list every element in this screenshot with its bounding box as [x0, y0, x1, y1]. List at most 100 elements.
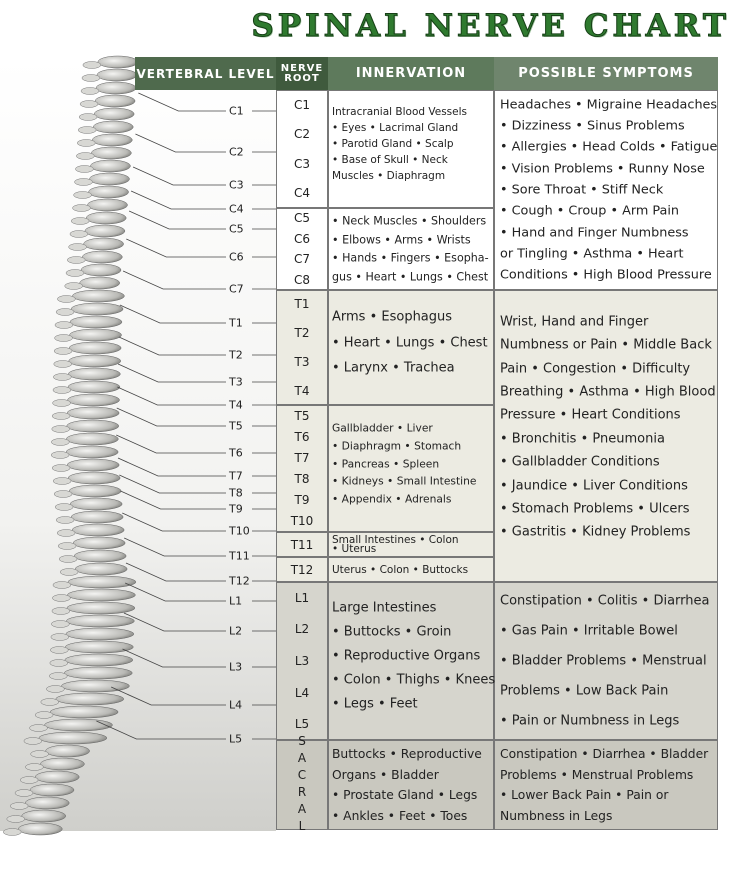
vertebra	[84, 224, 126, 238]
nerve-root: L5	[294, 717, 310, 732]
nerve-root: T4	[294, 383, 310, 398]
vertebra	[34, 770, 80, 784]
leader-line	[130, 190, 226, 210]
vertebra	[70, 302, 124, 316]
spinous-process	[52, 399, 71, 407]
vertebral-level-label: T5	[229, 419, 243, 433]
symptom-line: Constipation • Diarrhea • Bladder	[500, 747, 709, 762]
vertebra	[67, 380, 121, 394]
vertebral-level-label: L3	[229, 660, 243, 674]
vertebra	[66, 432, 119, 446]
spinous-process	[49, 672, 68, 680]
header-nerve-root: NERVE ROOT	[276, 57, 328, 90]
innervation-line: • Legs • Feet	[332, 696, 418, 712]
nerve-root: C7	[293, 252, 310, 267]
nerve-root: SACRAL	[295, 734, 309, 836]
nerve-root: T9	[294, 493, 310, 508]
spinous-process	[67, 256, 86, 264]
innervation-line: • Buttocks • Groin	[332, 624, 452, 640]
vertebra	[72, 289, 125, 303]
symptom-line: • Gastritis • Kidney Problems	[500, 524, 691, 540]
nerve-root: T7	[294, 450, 310, 465]
symptom-line: Conditions • High Blood Pressure	[500, 267, 712, 283]
nerve-root: T11	[290, 537, 314, 552]
vertebral-level-label: T11	[229, 549, 250, 563]
vertebral-level-label: C1	[229, 104, 244, 118]
innervation-line: Organs • Bladder	[332, 767, 439, 782]
spinous-process	[9, 802, 29, 810]
header-symptoms: POSSIBLE SYMPTOMS	[494, 57, 718, 90]
spinous-process	[29, 724, 48, 732]
vertebral-level-label: L1	[229, 594, 243, 608]
spinous-process	[78, 113, 98, 121]
leader-line	[125, 562, 226, 582]
vertebra	[73, 549, 127, 563]
symptom-line: • Lower Back Pain • Pain or	[500, 788, 669, 803]
innervation-line: Uterus • Colon • Buttocks	[332, 563, 469, 576]
symptom-line: Problems • Menstrual Problems	[500, 767, 694, 782]
vertebral-level-label: T6	[229, 446, 243, 460]
vertebral-level-label: L5	[229, 732, 243, 746]
spinous-process	[55, 516, 75, 524]
innervation-line: • Base of Skull • Neck	[332, 154, 448, 166]
nerve-root-cell	[276, 740, 328, 830]
spinous-process	[50, 633, 70, 641]
symptom-line: • Stomach Problems • Ulcers	[500, 501, 690, 517]
spinous-process	[23, 737, 43, 745]
vertebra	[44, 718, 113, 732]
nerve-root: L3	[294, 654, 310, 668]
nerve-root: T6	[294, 429, 310, 444]
innervation-line: • Colon • Thighs • Knees	[332, 672, 496, 688]
innervation-cell	[328, 405, 494, 532]
vertebra	[97, 55, 139, 69]
innervation-cell	[328, 208, 494, 290]
spinous-process	[51, 607, 71, 615]
spinous-process	[46, 685, 65, 693]
symptom-line: Constipation • Colitis • Diarrhea	[500, 593, 710, 609]
spinous-process	[65, 269, 85, 277]
innervation-line: Intracranial Blood Vessels	[332, 106, 467, 118]
leader-line	[123, 537, 226, 557]
vertebra	[94, 94, 136, 108]
vertebra	[88, 185, 129, 199]
innervation-line: • Larynx • Trachea	[332, 360, 455, 376]
nerve-root: C1	[293, 97, 310, 112]
innervation-line: Buttocks • Reproductive	[332, 747, 482, 762]
vertebra	[82, 250, 123, 264]
spinous-process	[25, 763, 44, 771]
innervation-line: • Kidneys • Small Intestine	[332, 474, 477, 488]
vertebra	[66, 406, 120, 420]
vertebra	[71, 523, 125, 537]
symptom-line: • Sore Throat • Stiff Neck	[500, 182, 664, 198]
innervation-cell	[328, 532, 494, 557]
title: SPINAL NERVE CHART	[251, 8, 730, 45]
spinous-process	[30, 750, 49, 758]
vertebra	[67, 471, 121, 485]
spinous-process	[14, 789, 34, 797]
spinous-process	[52, 386, 72, 394]
nerve-root-cell	[276, 290, 328, 405]
symptom-line: • Allergies • Head Colds • Fatigue	[500, 139, 718, 155]
spinous-process	[51, 438, 70, 446]
spinous-process	[82, 61, 102, 69]
vertebra	[85, 211, 127, 225]
leader-line	[123, 612, 226, 632]
innervation-line: • Hands • Fingers • Esopha-	[332, 251, 489, 265]
symptom-line: • Gallbladder Conditions	[500, 454, 660, 470]
innervation-line: • Elbows • Arms • Wrists	[332, 233, 471, 247]
leader-line	[118, 336, 226, 356]
leader-line	[122, 648, 226, 668]
vertebral-level-label: C4	[229, 202, 244, 216]
vertebra	[29, 783, 75, 797]
spinous-process	[6, 815, 25, 823]
symptom-line: Pressure • Heart Conditions	[500, 407, 681, 423]
symptom-line: • Bladder Problems • Menstrual	[500, 653, 707, 669]
vertebral-level-label: T10	[229, 524, 250, 538]
symptom-line: • Vision Problems • Runny Nose	[500, 161, 705, 177]
spinous-process	[79, 100, 99, 108]
spinous-process	[52, 477, 72, 485]
innervation-line: • Parotid Gland • Scalp	[332, 138, 454, 150]
spinous-process	[52, 581, 72, 589]
vertebra	[21, 809, 66, 823]
leader-line	[116, 434, 226, 454]
